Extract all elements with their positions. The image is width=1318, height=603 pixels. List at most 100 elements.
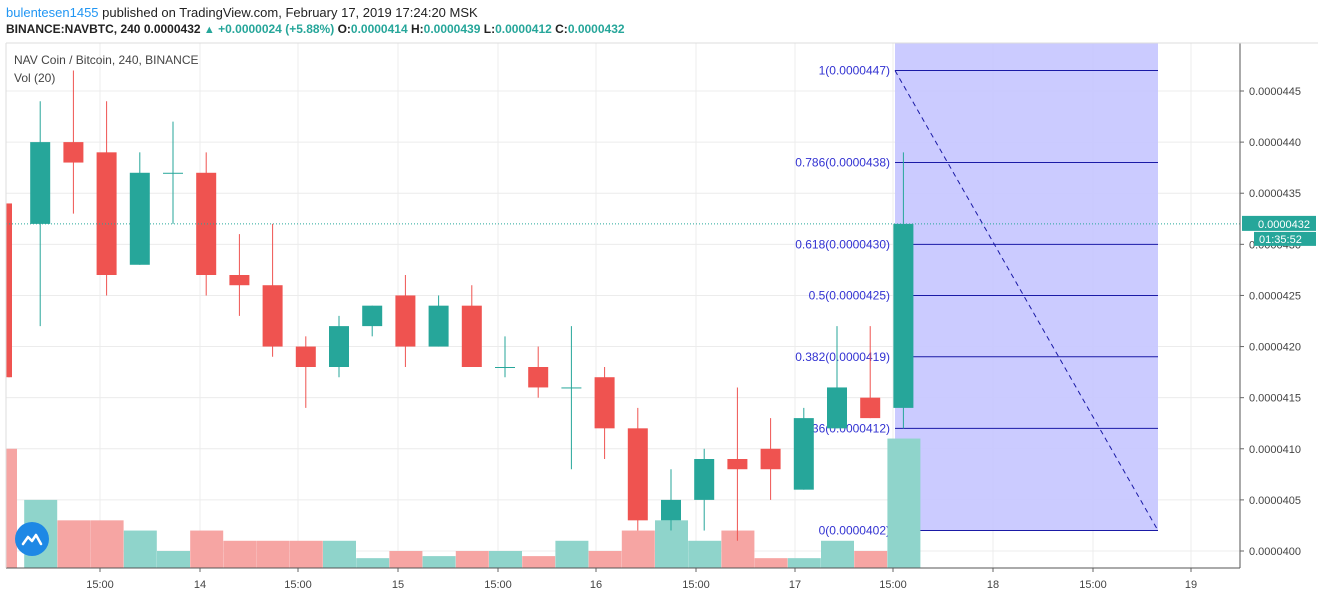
candle-body — [561, 387, 582, 389]
fib-retracement[interactable]: 1(0.0000447) 0.786(0.0000438) 0.618(0.0000… — [795, 43, 1159, 538]
volume-bar — [887, 438, 921, 568]
x-tick-label: 18 — [987, 579, 999, 591]
x-tick-label: 15:00 — [1079, 579, 1107, 591]
candle-body — [495, 367, 515, 368]
symbol-label: BINANCE:NAVBTC, 240 — [6, 22, 141, 36]
high-label: H: — [410, 22, 424, 36]
volume-bar — [190, 530, 224, 568]
y-tick-label: 0.0000400 — [1249, 546, 1301, 558]
x-tick-label: 15 — [392, 579, 404, 591]
y-tick-label: 0.0000405 — [1249, 495, 1301, 507]
volume-bar — [588, 551, 622, 568]
fib-level-label: 0.618(0.0000430) — [795, 237, 890, 251]
candle-body — [229, 275, 250, 286]
candle-body — [760, 448, 781, 470]
price-badge-bg — [1242, 215, 1316, 231]
volume-bar — [256, 540, 290, 568]
chart-axes: 15:00 14 15:00 15 15:00 16 15:00 17 15:00 18 15:00… — [5, 42, 1318, 591]
high-value: 0.0000439 — [423, 22, 481, 36]
countdown-badge: 01:35:52 — [1259, 234, 1302, 246]
y-tick-label: 0.0000440 — [1249, 137, 1301, 149]
volume-bar — [323, 540, 356, 568]
volume-bar — [688, 540, 722, 568]
volume-bar — [389, 551, 423, 568]
fib-level-label: 0(0.0000402) — [819, 524, 890, 538]
candle-body — [129, 172, 150, 265]
candle-body — [196, 172, 217, 275]
candle-body — [727, 459, 748, 470]
y-tick-label: 0.0000435 — [1249, 188, 1301, 200]
volume-bar — [157, 551, 190, 568]
y-tick-label: 0.0000415 — [1249, 393, 1301, 405]
candle-body — [594, 377, 615, 429]
candle-body — [694, 459, 715, 500]
close-label: C: — [555, 22, 568, 36]
x-tick-label: 15:00 — [484, 579, 512, 591]
close-value: 0.0000432 — [567, 22, 625, 36]
volume-bar — [422, 556, 456, 568]
publish-info: bulentesen1455 published on TradingView.… — [6, 5, 478, 20]
fib-level-label: 0.5(0.0000425) — [809, 288, 890, 302]
candle-body — [395, 295, 416, 347]
candle-body — [528, 367, 549, 388]
candle-body — [6, 203, 12, 378]
last-price: 0.0000432 — [143, 22, 201, 36]
y-tick-label: 0.0000420 — [1249, 342, 1301, 354]
fib-level-label: 0.382(0.0000419) — [795, 350, 890, 364]
open-value: 0.0000414 — [350, 22, 408, 36]
y-tick-label: 0.0000425 — [1249, 290, 1301, 302]
x-tick-label: 17 — [789, 579, 801, 591]
candle-body — [827, 387, 847, 429]
author-link[interactable]: bulentesen1455 — [6, 5, 99, 20]
candle-body — [627, 428, 648, 521]
chart-header: bulentesen1455 published on TradingView.… — [0, 0, 1318, 42]
candle-body — [893, 223, 914, 408]
x-tick-label: 15:00 — [682, 579, 710, 591]
candle-body — [295, 346, 316, 367]
volume-bar — [289, 540, 323, 568]
candle-body — [163, 172, 183, 174]
x-tick-label: 15:00 — [86, 579, 114, 591]
candle-body — [63, 142, 84, 163]
series-legend: NAV Coin / Bitcoin, 240, BINANCE — [14, 53, 199, 67]
volume-bar — [455, 551, 489, 568]
volume-bars — [6, 438, 921, 568]
candle-body — [362, 305, 383, 327]
volume-legend: Vol (20) — [14, 71, 56, 85]
volume-bar — [787, 558, 821, 568]
candle-body — [860, 397, 881, 419]
volume-bar — [123, 530, 157, 568]
x-tick-label: 14 — [194, 579, 206, 591]
volume-bar — [555, 540, 589, 568]
volume-bar — [821, 540, 854, 568]
price-badge: 0.0000432 — [1258, 219, 1310, 231]
y-tick-label: 0.0000410 — [1249, 444, 1301, 456]
tradingview-cloud-icon[interactable] — [15, 522, 49, 556]
volume-bar — [356, 558, 390, 568]
volume-bar — [522, 556, 556, 568]
x-tick-label: 16 — [590, 579, 602, 591]
open-label: O: — [337, 22, 351, 36]
volume-bar — [57, 520, 91, 568]
fib-level-label: 1(0.0000447) — [819, 64, 890, 78]
y-tick-label: 0.0000445 — [1249, 86, 1301, 98]
volume-bar — [621, 530, 655, 568]
volume-bar — [489, 551, 522, 568]
volume-bar — [754, 558, 788, 568]
volume-bar — [223, 540, 257, 568]
fib-trend-line — [894, 70, 1159, 531]
candle-body — [262, 285, 283, 347]
countdown-badge-bg — [1254, 231, 1316, 246]
up-arrow-icon: ▲ — [203, 24, 215, 36]
fib-level-label: 0.786(0.0000438) — [795, 156, 890, 170]
published-text: published on TradingView.com, February 1… — [98, 5, 478, 20]
x-tick-label: 19 — [1185, 579, 1197, 591]
candle-body — [461, 305, 482, 367]
fib-zone — [895, 43, 1158, 531]
candle-body — [96, 152, 117, 275]
candle-body — [428, 305, 449, 347]
candle-body — [30, 142, 51, 224]
candle-body — [661, 499, 681, 521]
change-value: +0.0000024 (+5.88%) — [218, 22, 335, 36]
